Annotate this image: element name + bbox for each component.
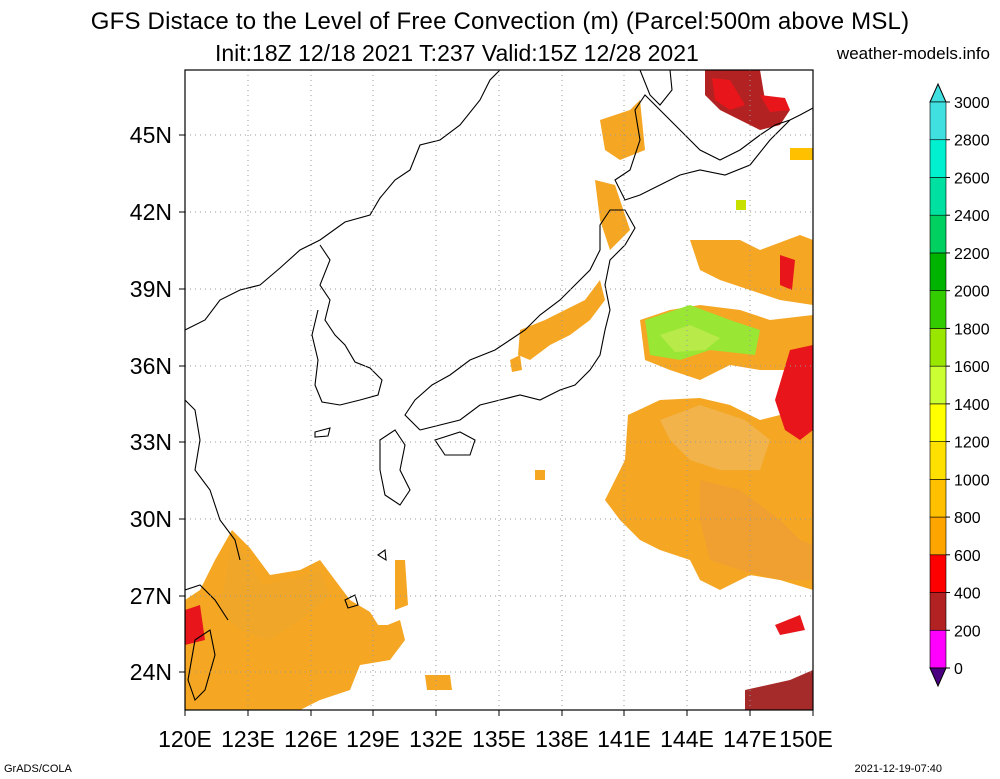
colorbar-label: 800 — [954, 510, 981, 527]
colorbar-segment — [929, 290, 947, 329]
footer-credit: GrADS/COLA — [4, 763, 72, 775]
lat-tick-36: 36N — [130, 353, 172, 379]
colorbar-segment — [929, 592, 947, 631]
tick-marks — [179, 134, 814, 716]
chart-subtitle: Init:18Z 12/18 2021 T:237 Valid:15Z 12/2… — [215, 40, 699, 66]
colorbar-segment — [929, 252, 947, 291]
colorbar-label: 0 — [954, 661, 963, 678]
lon-tick-129: 129E — [346, 726, 400, 752]
site-credit: weather-models.info — [836, 44, 990, 63]
lat-tick-42: 42N — [130, 199, 172, 225]
colorbar-top-arrow — [929, 82, 947, 103]
colorbar-segment — [929, 441, 947, 480]
lat-tick-labels: 24N 27N 30N 33N 36N 39N 42N 45N — [130, 122, 172, 685]
colorbar-segment — [929, 479, 947, 518]
colorbar-segment — [929, 516, 947, 556]
colorbar-label: 200 — [954, 623, 981, 640]
colorbar-bottom-arrow — [929, 667, 947, 688]
colorbar-label: 2200 — [954, 246, 990, 263]
lon-tick-labels: 120E 123E 126E 129E 132E 135E 138E 141E … — [158, 726, 833, 752]
colorbar-label: 2800 — [954, 133, 990, 150]
colorbar-segment — [929, 629, 947, 669]
colorbar-label: 400 — [954, 586, 981, 603]
colorbar-label: 2600 — [954, 170, 990, 187]
lat-tick-24: 24N — [130, 659, 172, 685]
lon-tick-147: 147E — [723, 726, 777, 752]
lat-tick-39: 39N — [130, 276, 172, 302]
colorbar-segment — [929, 554, 947, 593]
footer-timestamp: 2021-12-19-07:40 — [854, 763, 942, 775]
lon-tick-120: 120E — [158, 726, 212, 752]
lon-tick-135: 135E — [472, 726, 526, 752]
lon-tick-126: 126E — [284, 726, 338, 752]
colorbar-segment — [929, 403, 947, 442]
lat-tick-33: 33N — [130, 429, 172, 455]
lon-tick-132: 132E — [409, 726, 463, 752]
lon-tick-144: 144E — [660, 726, 714, 752]
colorbar-segment — [929, 365, 947, 405]
lat-tick-27: 27N — [130, 583, 172, 609]
colorbar-label: 1800 — [954, 321, 990, 338]
colorbar-segment — [929, 101, 947, 141]
colorbar-label: 2000 — [954, 284, 990, 301]
chart-title: GFS Distace to the Level of Free Convect… — [90, 8, 910, 35]
lon-tick-123: 123E — [221, 726, 275, 752]
colorbar-segment — [929, 214, 947, 254]
colorbar-label: 1000 — [954, 472, 990, 489]
colorbar-label: 2400 — [954, 208, 990, 225]
colorbar-segment — [929, 139, 947, 178]
colorbar-label: 1400 — [954, 397, 990, 414]
colorbar-label: 3000 — [954, 95, 990, 112]
lon-tick-138: 138E — [535, 726, 589, 752]
coastlines — [185, 70, 813, 702]
lon-tick-150: 150E — [779, 726, 833, 752]
colorbar-label: 1200 — [954, 435, 990, 452]
colorbar: 0 200 400 600 800 1000 1200 1400 1600 1800 2000 220… — [929, 82, 990, 688]
colorbar-label: 600 — [954, 548, 981, 565]
lat-tick-45: 45N — [130, 122, 172, 148]
colorbar-label: 1600 — [954, 359, 990, 376]
colorbar-segment — [929, 177, 947, 216]
colorbar-segment — [929, 328, 947, 367]
lat-tick-30: 30N — [130, 506, 172, 532]
grid-lines — [185, 70, 813, 710]
lon-tick-141: 141E — [597, 726, 651, 752]
